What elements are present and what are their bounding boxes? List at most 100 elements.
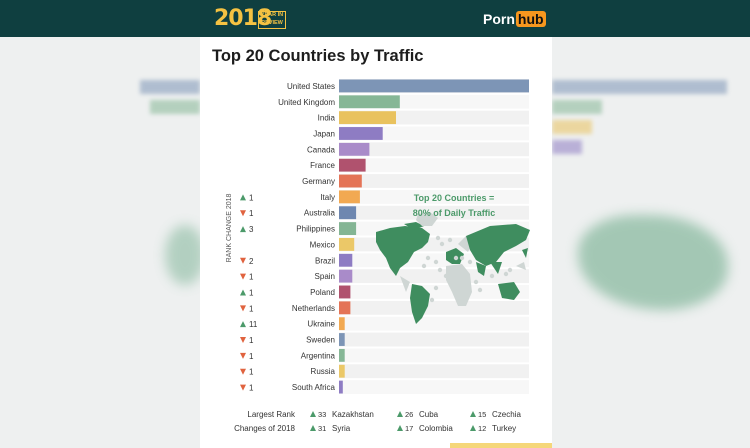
bar <box>339 333 345 346</box>
rank-change-value: 17 <box>405 424 413 433</box>
category-label: United Kingdom <box>278 98 335 107</box>
background-map <box>165 225 205 285</box>
rank-up-icon <box>240 289 246 296</box>
map-speck <box>443 273 449 279</box>
rank-change-value: 1 <box>249 304 254 313</box>
year-in-review-badge: YEAR IN REVIEW <box>258 11 286 29</box>
rank-change-country: Kazakhstan <box>332 410 374 419</box>
world-map <box>376 212 530 324</box>
rank-up-icon <box>240 226 246 233</box>
category-label: France <box>310 161 335 170</box>
map-region <box>466 224 530 266</box>
rank-change-value: 15 <box>478 410 486 419</box>
rank-up-icon <box>397 425 403 431</box>
bar <box>339 95 400 109</box>
rank-up-icon <box>240 194 246 201</box>
rank-change-value: 31 <box>318 424 326 433</box>
largest-rank-label: Changes of 2018 <box>234 424 295 433</box>
map-region <box>410 284 430 324</box>
rank-change-value: 2 <box>249 257 254 266</box>
logo-left-text: Porn <box>483 11 515 27</box>
rank-down-icon <box>240 305 246 312</box>
category-label: Netherlands <box>292 304 335 313</box>
rank-change-value: 3 <box>249 225 254 234</box>
rank-change-country: Turkey <box>492 424 516 433</box>
map-speck <box>425 255 431 261</box>
map-region <box>376 226 430 276</box>
category-label: South Africa <box>292 383 336 392</box>
background-stripe <box>552 120 592 134</box>
row-background <box>339 332 529 347</box>
bar-chart: United States United Kingdom India Japan Can… <box>226 79 530 433</box>
background-map <box>578 215 728 310</box>
category-label: United States <box>287 82 335 91</box>
bar <box>339 222 357 235</box>
rank-down-icon <box>240 352 246 359</box>
category-label: Australia <box>304 209 336 218</box>
rank-up-icon <box>310 425 316 431</box>
category-label: Russia <box>311 367 336 376</box>
category-label: India <box>318 114 336 123</box>
category-label: Philippines <box>296 225 335 234</box>
category-label: Sweden <box>306 336 335 345</box>
logo-right-text: hub <box>515 11 546 27</box>
bar <box>339 190 360 204</box>
row-background <box>339 364 529 379</box>
map-region <box>446 248 464 264</box>
rank-change-value: 1 <box>249 352 254 361</box>
category-label: Canada <box>307 145 336 154</box>
infographic-card: 2018 YEAR IN REVIEW Porn hub Top 20 Count… <box>200 0 552 448</box>
map-region <box>446 264 472 306</box>
row-background <box>339 348 529 363</box>
map-region <box>516 262 526 270</box>
category-label: Poland <box>310 288 335 297</box>
map-speck <box>433 285 439 291</box>
background-stripe <box>552 100 602 114</box>
rank-change-value: 33 <box>318 410 326 419</box>
rank-change-country: Colombia <box>419 424 453 433</box>
map-speck <box>435 235 441 241</box>
rank-down-icon <box>240 384 246 391</box>
largest-rank-label: Largest Rank <box>247 410 296 419</box>
map-speck <box>429 297 435 303</box>
bar <box>339 142 370 156</box>
bar <box>339 364 345 378</box>
category-label: Mexico <box>310 240 336 249</box>
rank-down-icon <box>240 368 246 375</box>
largest-rank-changes: Largest Rank Changes of 2018 33 Kazakhstan 3… <box>234 410 521 433</box>
bar <box>339 301 351 315</box>
row-background <box>339 269 529 284</box>
bar <box>339 253 353 267</box>
row-background <box>339 126 529 141</box>
bar <box>339 269 353 283</box>
rank-change-value: 26 <box>405 410 413 419</box>
rank-change-value: 1 <box>249 368 254 377</box>
rank-change-country: Czechia <box>492 410 521 419</box>
map-region <box>416 212 438 226</box>
map-speck <box>453 255 459 261</box>
site-logo: Porn hub <box>483 10 546 28</box>
map-region <box>490 262 502 274</box>
footer-accent-bar <box>450 443 552 448</box>
row-background <box>339 174 529 188</box>
map-speck <box>503 271 509 277</box>
y-axis-label: RANK CHANGE 2018 <box>226 193 233 262</box>
row-background <box>339 189 529 204</box>
bar <box>339 348 345 362</box>
rank-down-icon <box>240 257 246 264</box>
map-speck <box>473 279 479 285</box>
rank-down-icon <box>240 273 246 280</box>
category-label: Germany <box>302 177 335 186</box>
row-background <box>339 316 529 331</box>
row-background <box>339 205 529 220</box>
background-stripe <box>140 80 200 94</box>
rank-change-value: 1 <box>249 273 254 282</box>
rank-down-icon <box>240 337 246 344</box>
map-speck <box>437 267 443 273</box>
map-speck <box>477 287 483 293</box>
category-label: Japan <box>313 129 335 138</box>
map-region <box>522 248 528 258</box>
background-stripe <box>552 140 582 154</box>
category-label: Italy <box>320 193 335 202</box>
